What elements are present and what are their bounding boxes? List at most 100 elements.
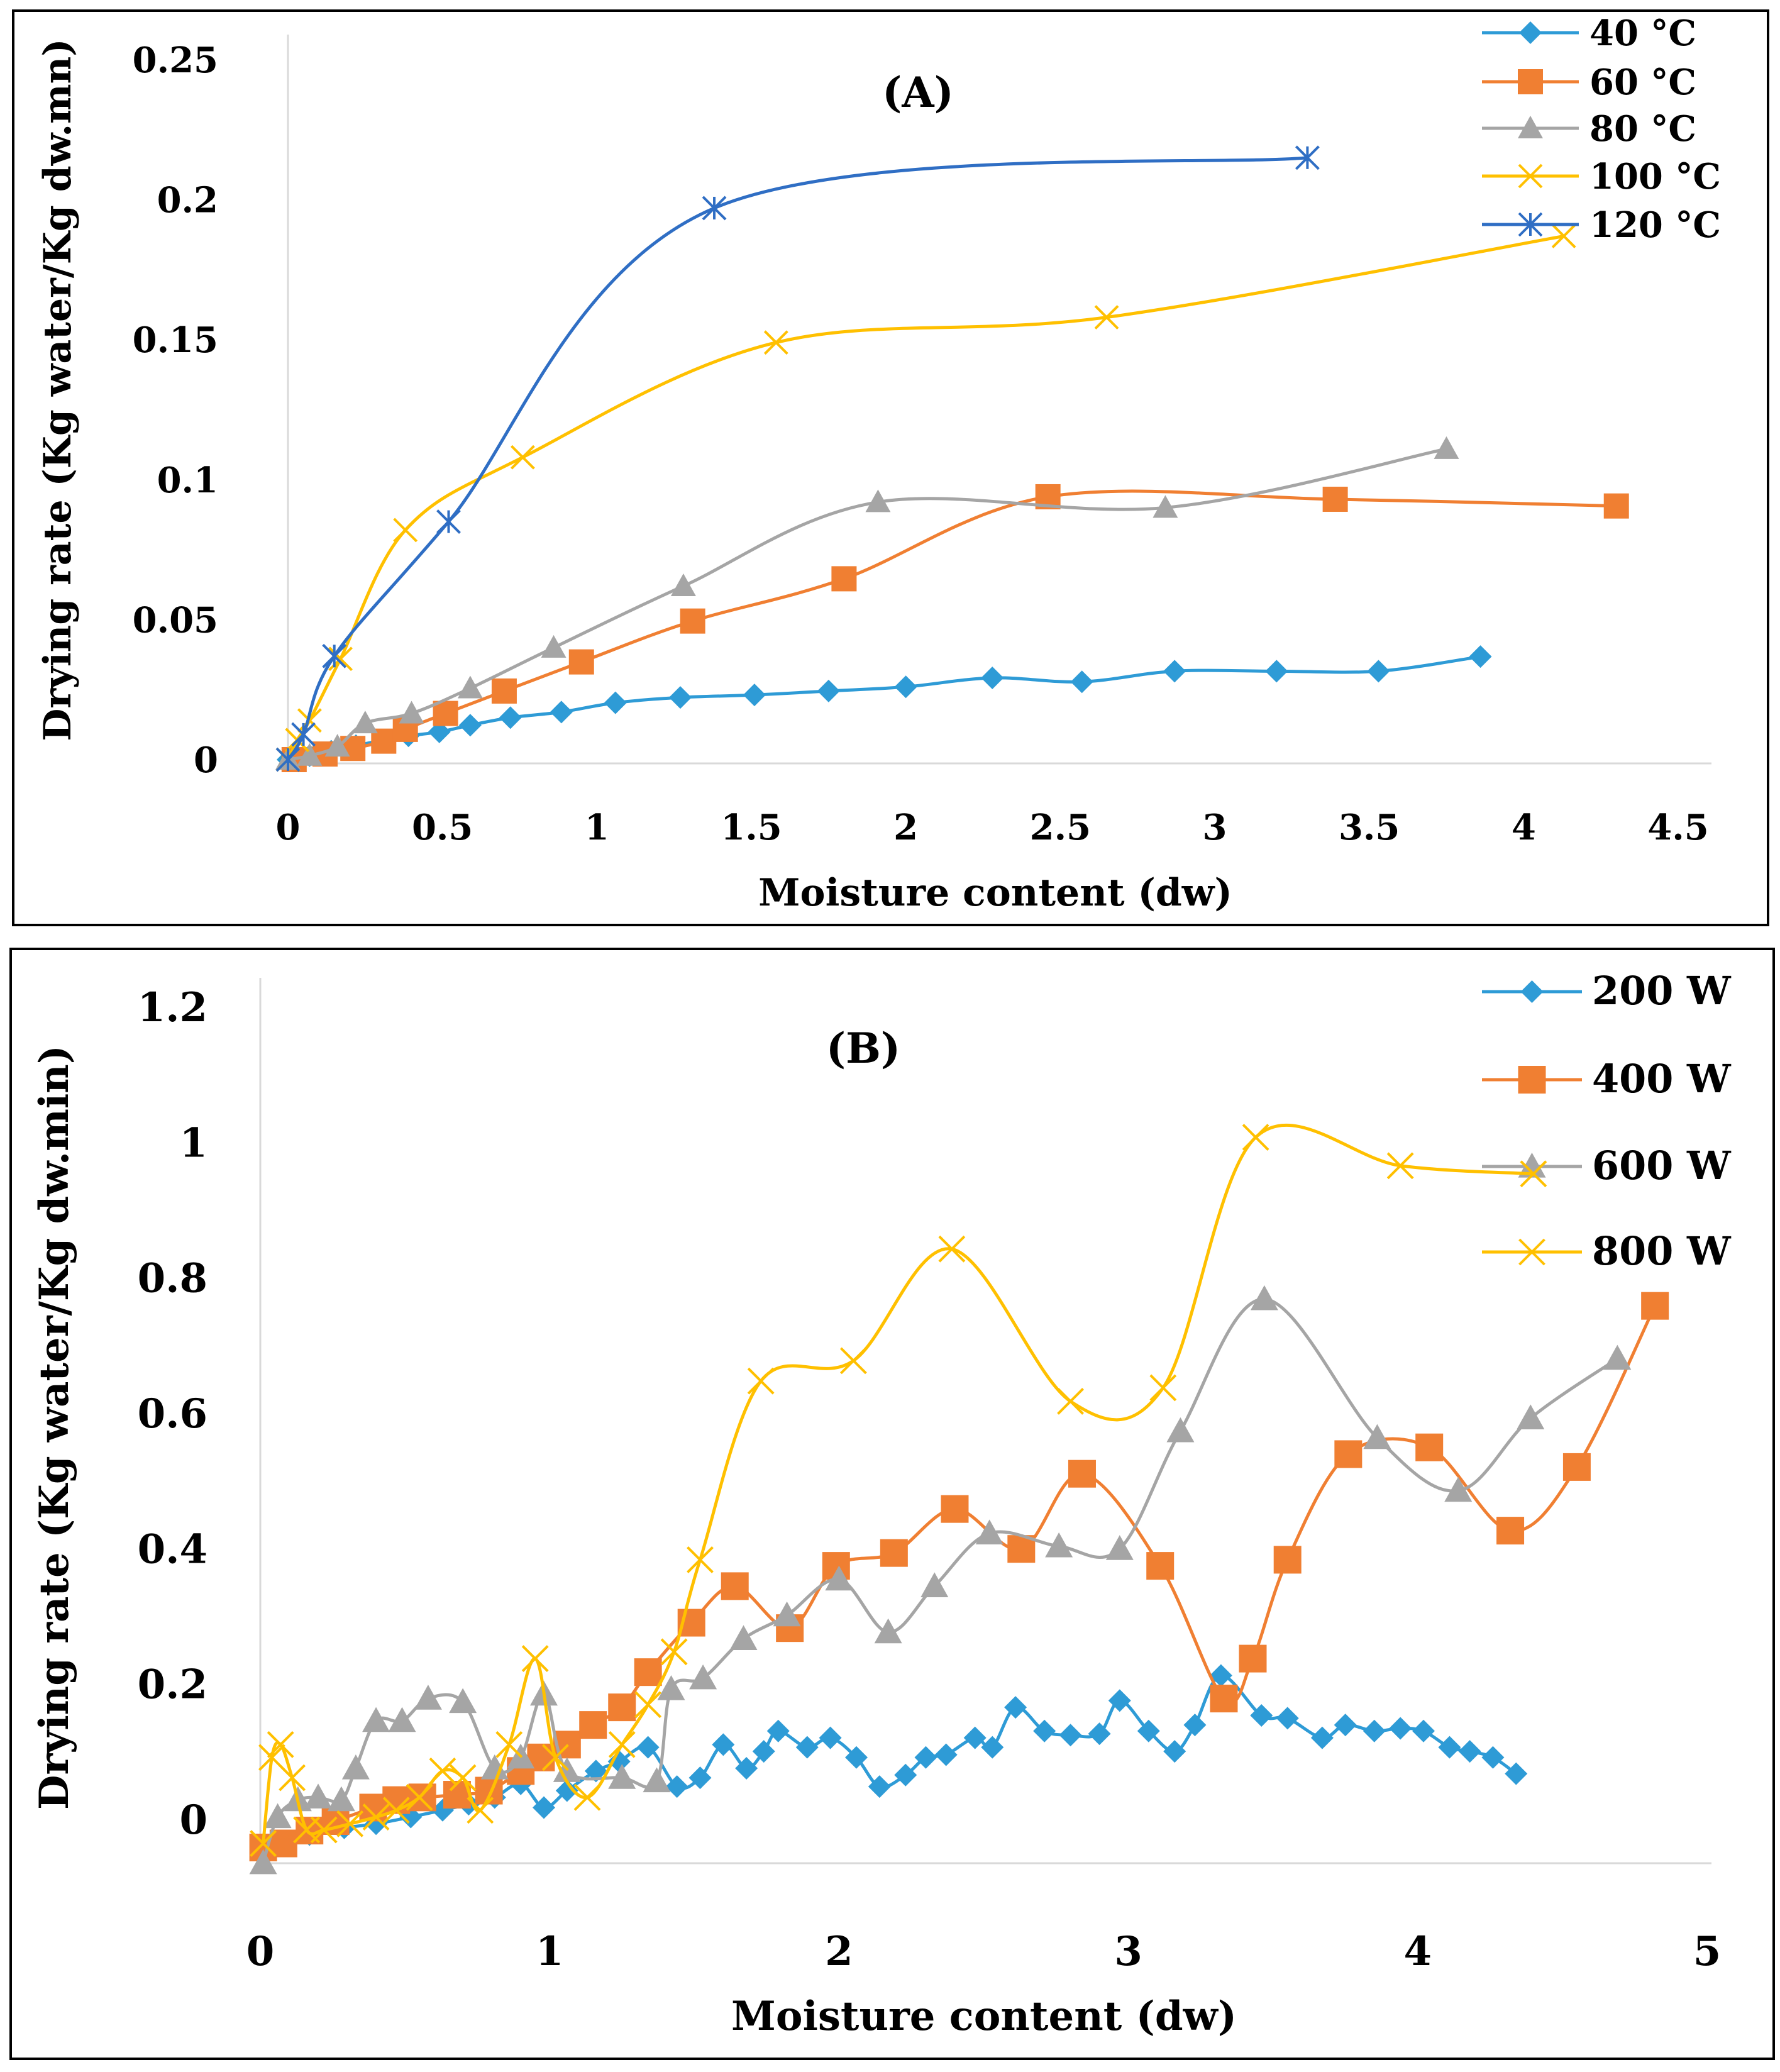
chart-b-data-point	[267, 1731, 294, 1758]
chart-b-data-point	[1310, 1726, 1334, 1749]
chart-b-data-point	[1033, 1719, 1056, 1742]
chart-b-data-point	[934, 1743, 958, 1766]
chart-a-data-point	[817, 679, 840, 702]
chart-b-data-point	[1210, 1685, 1238, 1713]
chart-a-x-tick-label: 3	[1203, 807, 1227, 848]
chart-b-data-point	[362, 1803, 390, 1831]
chart-b-x-tick-label: 1	[536, 1928, 564, 1975]
chart-b-y-tick-label: 1	[179, 1119, 207, 1166]
chart-b-data-point	[304, 1783, 333, 1809]
chart-a-legend-label: 120 °C	[1589, 204, 1721, 246]
chart-b-data-point	[408, 1783, 436, 1812]
panel-a-border	[12, 9, 1769, 926]
chart-b-data-point-stroke	[839, 1347, 867, 1375]
chart-a-data-point	[680, 608, 705, 634]
chart-panel-a: (A) Moisture content (dw) Drying rate (K…	[12, 9, 1769, 926]
chart-b-data-point	[336, 1810, 364, 1837]
chart-a-data-point	[1295, 145, 1320, 170]
chart-a-y-tick-label: 0.2	[157, 180, 218, 221]
chart-b-data-point	[1517, 1404, 1545, 1429]
chart-b-data-point	[1389, 1717, 1412, 1740]
chart-a-legend-label: 40 °C	[1589, 13, 1696, 54]
chart-a-data-point	[550, 701, 573, 724]
chart-b-data-point-stroke	[449, 1764, 477, 1792]
chart-b-data-point-stroke	[267, 1731, 294, 1758]
chart-a-data-point-stroke	[1094, 305, 1119, 330]
chart-b-x-tick-label: 4	[1404, 1928, 1432, 1975]
chart-a-series-60-c	[281, 484, 1629, 772]
chart-b-legend-entry: 400 W	[1482, 1056, 1732, 1102]
chart-b-data-point-stroke	[279, 1764, 306, 1792]
chart-b-data-point	[310, 1816, 338, 1844]
chart-b-data-point-stroke	[938, 1235, 966, 1263]
chart-b-data-point	[555, 1779, 578, 1802]
chart-b-data-point	[1149, 1374, 1177, 1402]
chart-b-data-point	[1412, 1719, 1435, 1742]
chart-a-series-line	[287, 447, 1447, 762]
chart-b-data-point	[1108, 1689, 1131, 1712]
chart-b-data-point-stroke	[382, 1797, 410, 1824]
chart-a-data-point	[1163, 660, 1186, 683]
chart-a-data-point	[399, 701, 424, 724]
chart-b-data-point	[1520, 1160, 1547, 1188]
chart-b-data-point	[608, 1693, 636, 1722]
chart-a-data-point	[763, 330, 788, 355]
chart-a-legend-label: 80 °C	[1589, 108, 1696, 150]
chart-b-x-tick-label: 5	[1693, 1928, 1722, 1975]
chart-b-data-point	[1481, 1746, 1505, 1769]
chart-a-data-point	[328, 646, 353, 672]
chart-a-data-point	[436, 509, 461, 534]
chart-b-legend-label: 400 W	[1592, 1056, 1732, 1102]
chart-a-xlabel: Moisture content (dw)	[758, 871, 1232, 915]
chart-b-y-tick-label: 0	[179, 1797, 207, 1844]
chart-b-data-point	[634, 1691, 662, 1719]
chart-a-data-point	[324, 734, 350, 757]
chart-b-data-point	[388, 1707, 416, 1732]
chart-b-data-point-stroke	[362, 1803, 390, 1831]
chart-b-data-point	[1250, 1704, 1273, 1727]
chart-b-legend-entry: 600 W	[1482, 1143, 1732, 1188]
chart-b-legend-entry: 200 W	[1482, 968, 1732, 1014]
chart-b-data-point	[1045, 1532, 1073, 1558]
chart-b-data-point	[752, 1740, 775, 1763]
chart-b-data-point	[1183, 1714, 1207, 1737]
chart-a-legend-label: 100 °C	[1589, 156, 1721, 197]
chart-b-data-point-stroke	[429, 1757, 456, 1785]
chart-a-data-point	[433, 701, 458, 726]
chart-a-data-point	[1603, 493, 1629, 519]
chart-a-data-point	[1551, 224, 1576, 248]
chart-b-data-point	[467, 1797, 494, 1824]
chart-b-data-point-stroke	[1057, 1388, 1084, 1415]
chart-b-data-point	[1363, 1424, 1391, 1449]
chart-b-data-point	[1250, 1285, 1278, 1310]
chart-b-series-600-w	[249, 1285, 1632, 1875]
chart-b-data-point-stroke	[406, 1783, 433, 1811]
chart-a-data-point	[291, 722, 316, 747]
chart-b-data-point	[981, 1736, 1004, 1759]
chart-b-data-point	[1444, 1476, 1473, 1502]
chart-b-data-point	[532, 1796, 555, 1819]
chart-b-data-point	[449, 1764, 477, 1792]
chart-a-y-tick-label: 0.25	[133, 40, 218, 81]
chart-b-xlabel: Moisture content (dw)	[731, 1993, 1237, 2040]
chart-b-y-tick-label: 0.4	[138, 1526, 207, 1573]
chart-a-title: (A)	[882, 68, 954, 117]
chart-a-series-80-c	[275, 436, 1459, 770]
chart-b-series-400-w	[249, 1292, 1669, 1861]
chart-b-data-point	[341, 1754, 370, 1780]
chart-b-data-point	[1276, 1707, 1299, 1730]
chart-a-data-point	[1094, 305, 1119, 330]
chart-panel-b: (B) Moisture content (dw) Drying rate (K…	[9, 948, 1775, 2060]
chart-b-data-point	[269, 1829, 297, 1858]
chart-b-data-point	[819, 1726, 842, 1749]
chart-b-data-point-stroke	[467, 1797, 494, 1824]
chart-a-data-point	[743, 684, 766, 707]
chart-b-data-point	[327, 1786, 355, 1812]
chart-a-data-point	[1265, 660, 1288, 683]
chart-a-legend-label: 60 °C	[1589, 62, 1696, 103]
chart-a-series-100-c	[275, 224, 1576, 772]
chart-a-x-tick-label: 1.5	[721, 807, 782, 848]
chart-b-series-line	[263, 1305, 1657, 1849]
chart-b-y-tick-label: 0.8	[138, 1255, 207, 1302]
chart-a-legend-entry: 120 °C	[1482, 204, 1721, 246]
